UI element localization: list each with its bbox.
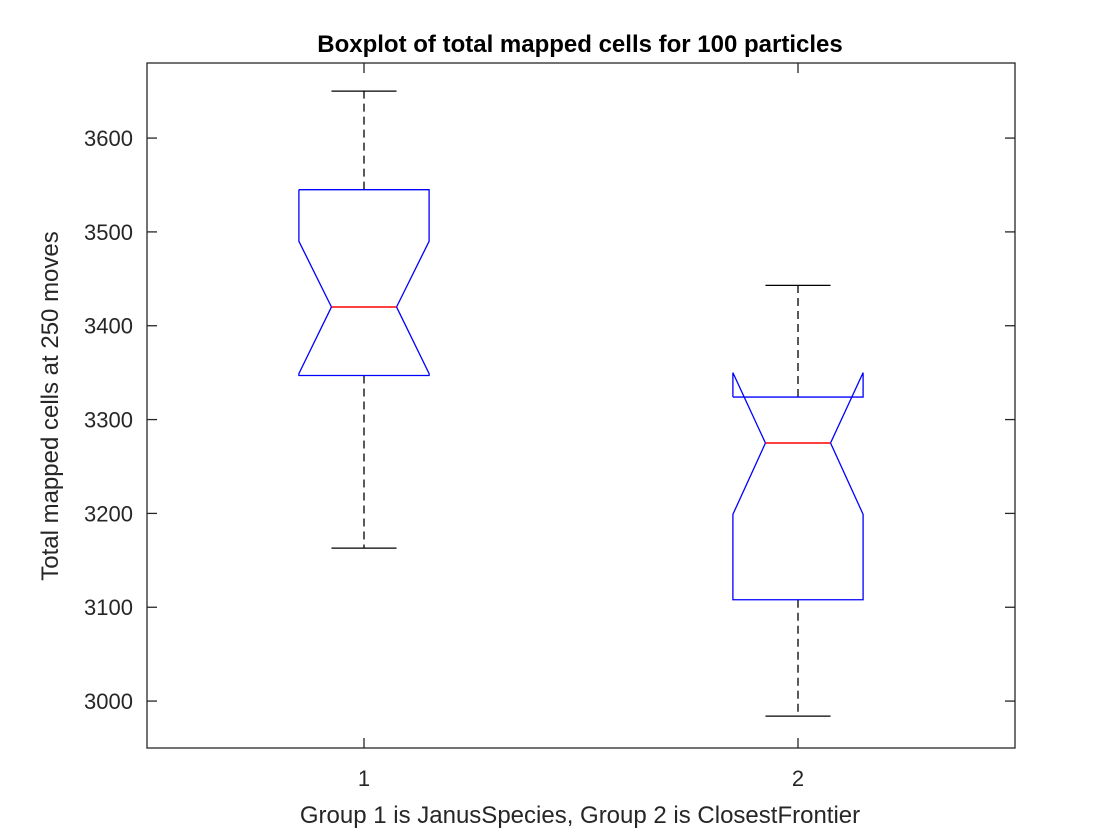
- y-tick-label: 3200: [84, 501, 133, 526]
- y-tick-label: 3500: [84, 220, 133, 245]
- y-tick-label: 3600: [84, 126, 133, 151]
- y-tick-label: 3300: [84, 408, 133, 433]
- notched-box: [732, 372, 864, 601]
- y-tick-label: 3000: [84, 689, 133, 714]
- y-tick-label: 3100: [84, 595, 133, 620]
- notched-box: [298, 189, 430, 377]
- y-tick-label: 3400: [84, 314, 133, 339]
- axes-frame: [146, 62, 1016, 749]
- x-axis-label: Group 1 is JanusSpecies, Group 2 is Clos…: [300, 802, 860, 829]
- x-tick-label: 2: [792, 766, 804, 791]
- plot-area: 3000 3100 3200 3300 3400 3500 3600 1 2: [84, 62, 1016, 791]
- x-tick-label: 1: [358, 766, 370, 791]
- y-axis-label: Total mapped cells at 250 moves: [37, 231, 64, 581]
- chart-title: Boxplot of total mapped cells for 100 pa…: [317, 31, 842, 58]
